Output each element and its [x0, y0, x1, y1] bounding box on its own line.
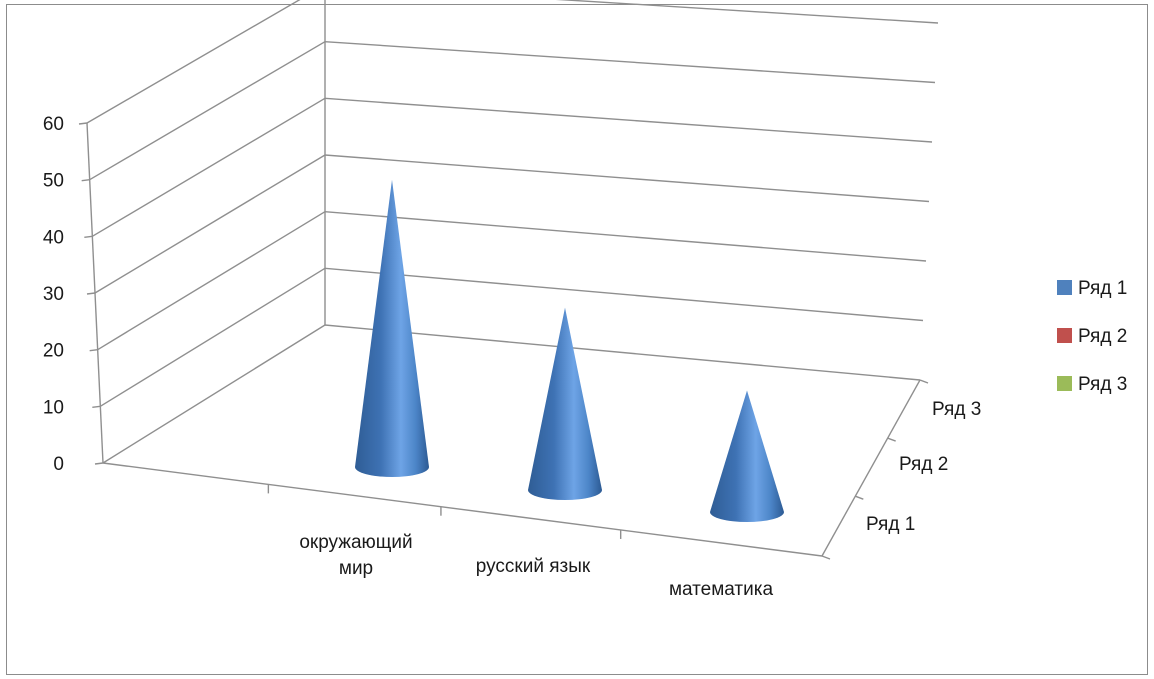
legend: Ряд 1 Ряд 2 Ряд 3 [1057, 278, 1127, 395]
y-tick-label: 10 [43, 397, 64, 418]
cone-body [710, 390, 784, 522]
depth-tick-mark [919, 379, 929, 384]
gridline [86, 0, 939, 124]
x-axis-category-labels: окружающий мир русский язык математика [299, 532, 773, 600]
gridline [91, 97, 933, 237]
x-axis-line [102, 462, 823, 557]
cone-bar [710, 390, 784, 522]
legend-swatch [1057, 376, 1072, 391]
y-tick-mark [84, 235, 93, 239]
gridline [99, 267, 924, 407]
depth-axis-labels: Ряд 1 Ряд 2 Ряд 3 [866, 399, 981, 535]
y-tick-label: 0 [53, 454, 64, 475]
chart-walls [78, 0, 939, 560]
y-tick-mark [89, 348, 98, 352]
cone-body [355, 179, 429, 477]
legend-swatch [1057, 280, 1072, 295]
y-tick-label: 20 [43, 341, 64, 362]
depth-label: Ряд 1 [866, 514, 915, 535]
y-tick-mark [94, 462, 104, 465]
legend-label: Ряд 3 [1078, 374, 1127, 395]
y-tick-mark [86, 292, 96, 295]
floor-back-edges [102, 324, 921, 464]
x-category-label: математика [669, 579, 774, 600]
y-tick-mark [92, 405, 101, 409]
gridline [89, 40, 936, 181]
legend-label: Ряд 1 [1078, 278, 1127, 299]
depth-label: Ряд 3 [932, 399, 981, 420]
legend-label: Ряд 2 [1078, 326, 1127, 347]
y-tick-mark [78, 122, 88, 125]
y-axis-ticks: 0 10 20 30 40 50 60 [43, 114, 64, 475]
depth-axis-line [821, 379, 921, 557]
y-tick-label: 30 [43, 284, 64, 305]
depth-label: Ряд 2 [899, 454, 948, 475]
depth-tick-mark [821, 555, 831, 560]
data-cones [355, 179, 784, 522]
y-tick-label: 50 [43, 171, 64, 192]
gridline [97, 210, 927, 351]
cone-bar [528, 307, 602, 500]
depth-tick-mark [887, 437, 896, 442]
y-tick-label: 40 [43, 227, 64, 248]
cone-bar [355, 179, 429, 477]
gridline [94, 154, 930, 294]
cone-body [528, 307, 602, 500]
y-tick-mark [81, 178, 90, 182]
legend-swatch [1057, 328, 1072, 343]
x-category-label: русский язык [476, 556, 591, 577]
x-category-label: окружающий мир [299, 532, 412, 579]
depth-tick-mark [855, 495, 864, 500]
y-tick-label: 60 [43, 114, 64, 135]
